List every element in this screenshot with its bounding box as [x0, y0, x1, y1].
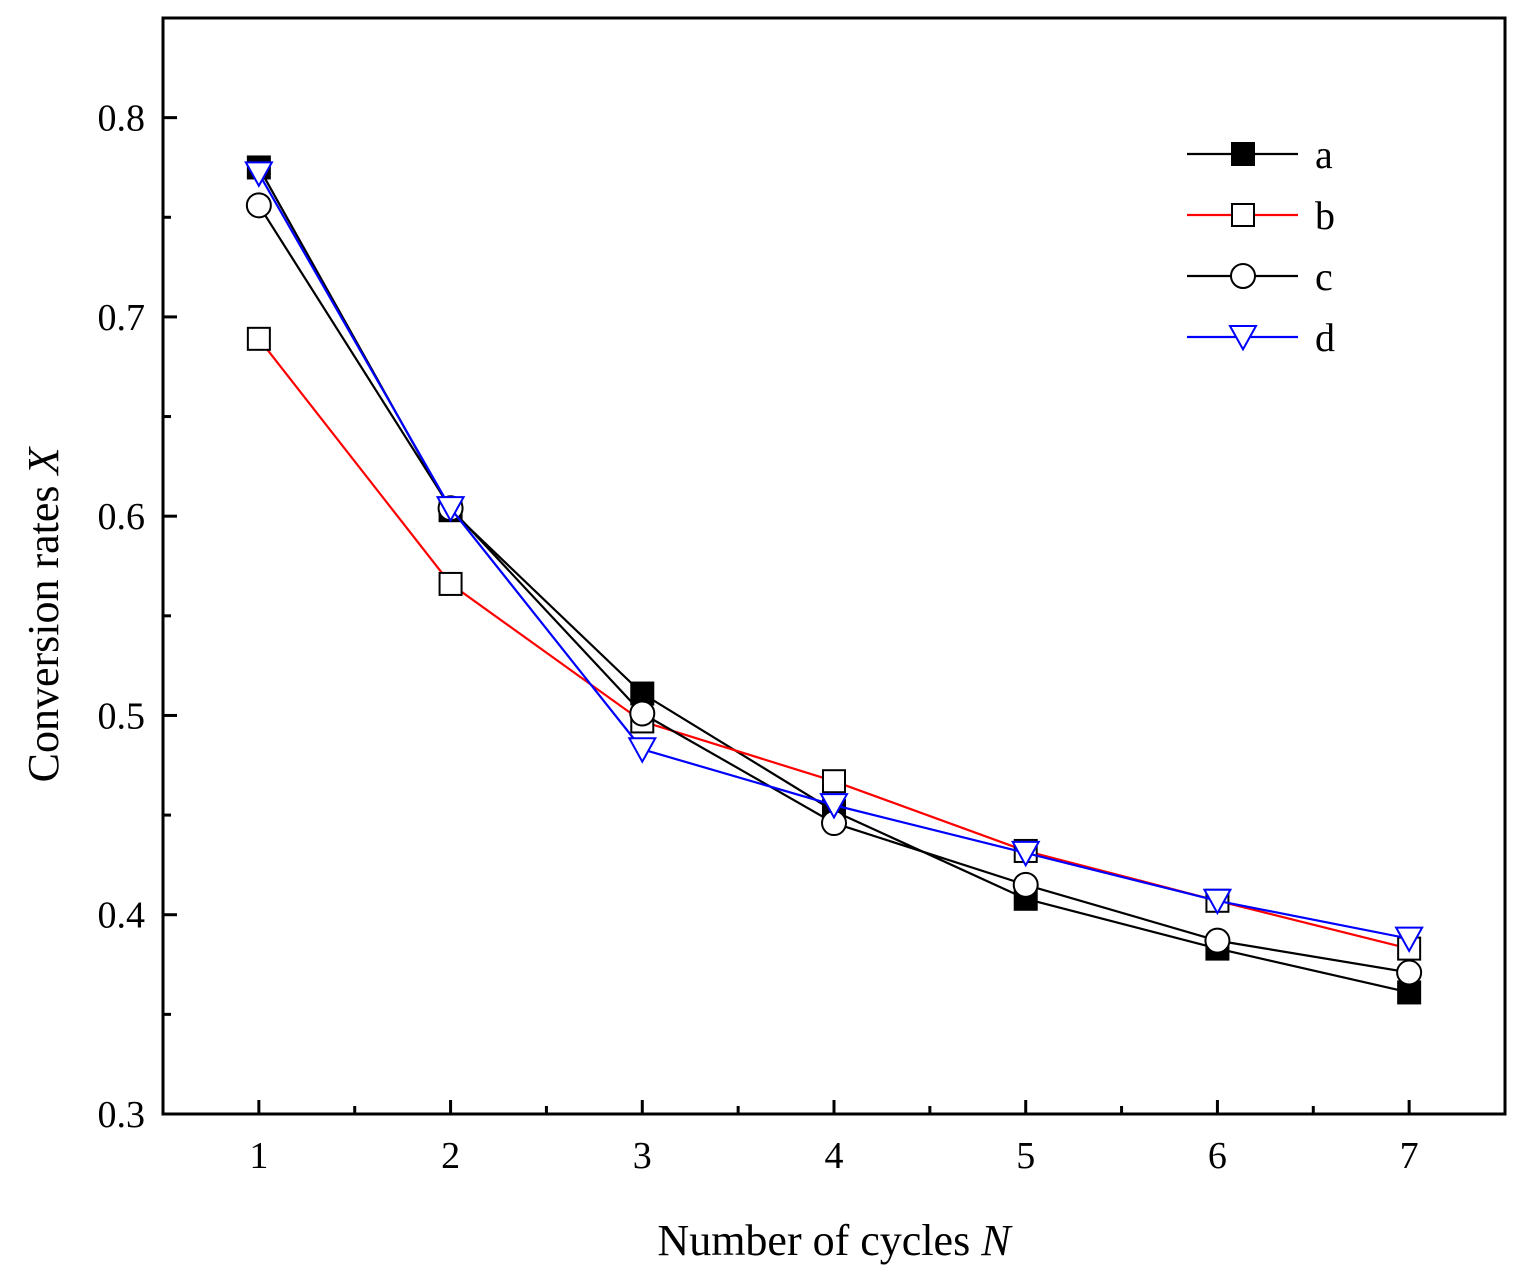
legend-label: b	[1315, 193, 1335, 238]
series-d-point	[244, 161, 274, 188]
series-d-point	[1394, 926, 1424, 954]
y-tick-label: 0.4	[98, 895, 146, 937]
legend-marker	[1228, 324, 1258, 352]
series-layer	[244, 155, 1424, 1005]
y-tick-label: 0.3	[98, 1094, 146, 1136]
legend-marker	[1231, 142, 1255, 166]
legend-item-b: b	[1187, 193, 1335, 238]
series-a-line	[257, 166, 1410, 994]
series-b-line	[257, 338, 1410, 950]
x-axis-title-text: Number of cycles	[657, 1216, 970, 1265]
series-c-point	[245, 192, 272, 219]
series-d-point	[627, 737, 657, 764]
y-tick-label: 0.8	[98, 98, 146, 140]
legend-marker	[1230, 263, 1256, 289]
series-c-point	[1204, 927, 1231, 954]
series-b-point	[438, 571, 463, 596]
x-tick-label: 5	[1016, 1135, 1035, 1177]
y-tick-label: 0.5	[98, 695, 146, 737]
series-d-point	[1202, 888, 1233, 916]
y-axis-title: Conversion rates X	[19, 445, 68, 782]
y-axis-variable: X	[19, 445, 68, 476]
y-tick-label: 0.7	[98, 297, 146, 339]
series-b-point	[246, 326, 271, 351]
x-tick-label: 2	[441, 1135, 460, 1177]
series-d	[244, 161, 1424, 954]
x-tick-label: 3	[633, 1135, 652, 1177]
x-tick-label: 6	[1208, 1135, 1227, 1177]
series-c-point	[629, 700, 656, 727]
legend-item-d: d	[1187, 315, 1335, 360]
series-c-point	[1012, 871, 1039, 898]
x-tick-label: 7	[1400, 1135, 1419, 1177]
y-axis-title-text: Conversion rates	[19, 485, 68, 782]
series-d-point	[435, 496, 466, 523]
series-c-point	[1396, 959, 1423, 986]
legend-item-c: c	[1187, 254, 1333, 299]
axis-layer: 1 2 3 4 5 6 7 0.3 0.4 0.5 0.6 0.7 0.8	[98, 16, 1507, 1177]
plot-frame	[161, 16, 1507, 1116]
x-tick-label: 1	[249, 1135, 268, 1177]
series-d-point	[1011, 840, 1041, 868]
x-tick-label: 4	[825, 1135, 844, 1177]
series-d-point	[819, 793, 849, 820]
series-c-line	[257, 204, 1410, 974]
legend-item-a: a	[1187, 132, 1333, 177]
legend-marker	[1231, 203, 1255, 227]
series-c	[245, 192, 1423, 986]
series-b	[246, 326, 1422, 961]
legend-label: c	[1315, 254, 1333, 299]
legend-label: a	[1315, 132, 1333, 177]
x-axis-variable: N	[980, 1216, 1013, 1265]
x-axis-title: Number of cycles N	[657, 1216, 1013, 1265]
series-b-point	[822, 769, 846, 794]
y-tick-label: 0.6	[98, 496, 146, 538]
legend-label: d	[1315, 315, 1335, 360]
